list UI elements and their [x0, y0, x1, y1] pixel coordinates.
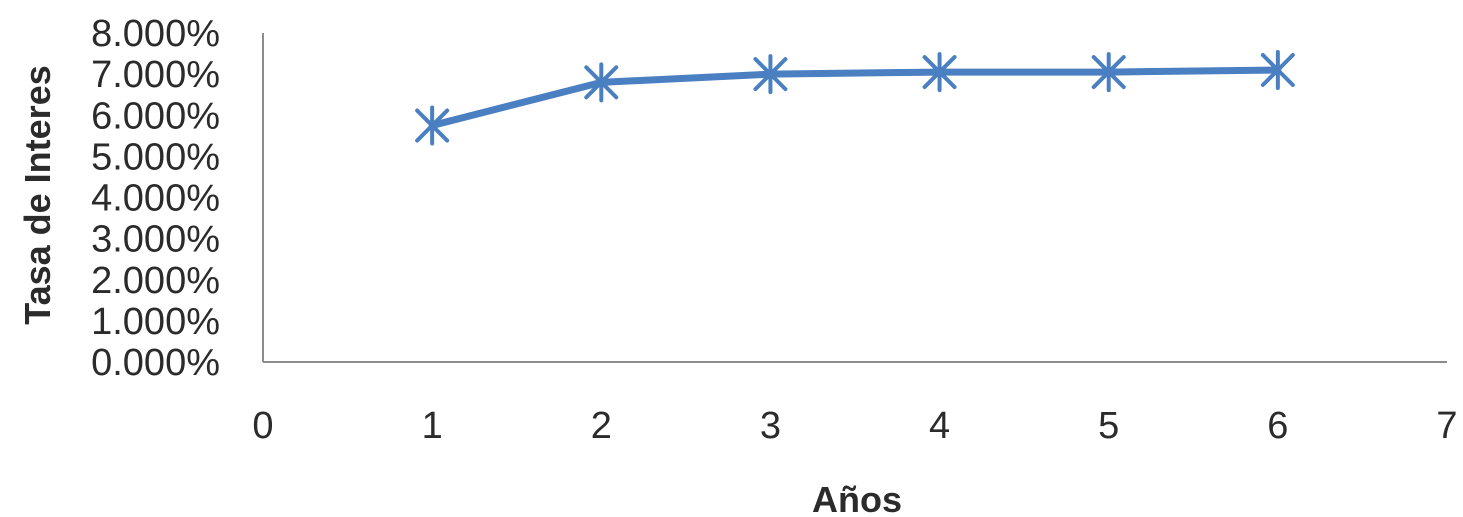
- data-point: [753, 54, 788, 95]
- y-tick-label: 6.000%: [91, 95, 220, 137]
- x-tick-labels: 0 1 2 3 4 5 6 7: [252, 405, 1457, 447]
- x-axis-title: Años: [812, 479, 902, 517]
- y-tick-label: 5.000%: [91, 136, 220, 178]
- x-tick-label: 0: [252, 405, 273, 447]
- x-tick-label: 3: [760, 405, 781, 447]
- data-point: [922, 52, 957, 93]
- data-point: [584, 62, 619, 103]
- y-tick-label: 3.000%: [91, 219, 220, 261]
- y-tick-label: 0.000%: [91, 342, 220, 384]
- axes: [262, 33, 1447, 363]
- data-point: [415, 105, 450, 146]
- x-tick-label: 4: [929, 405, 950, 447]
- y-axis-title: Tasa de Interes: [17, 65, 58, 324]
- y-tick-label: 2.000%: [91, 260, 220, 302]
- x-tick-label: 5: [1098, 405, 1119, 447]
- x-tick-label: 6: [1267, 405, 1288, 447]
- y-tick-label: 8.000%: [91, 13, 220, 55]
- data-point: [1091, 52, 1126, 93]
- x-tick-label: 2: [591, 405, 612, 447]
- data-point: [1260, 50, 1295, 91]
- x-tick-label: 1: [422, 405, 443, 447]
- series-line: [428, 66, 1282, 130]
- marker-group: [415, 50, 1295, 146]
- series-group: [428, 66, 1282, 130]
- y-tick-label: 4.000%: [91, 178, 220, 220]
- y-tick-label: 7.000%: [91, 54, 220, 96]
- x-tick-label: 7: [1436, 405, 1457, 447]
- y-tick-label: 1.000%: [91, 301, 220, 343]
- y-tick-labels: 0.000%1.000%2.000%3.000%4.000%5.000%6.00…: [91, 13, 220, 384]
